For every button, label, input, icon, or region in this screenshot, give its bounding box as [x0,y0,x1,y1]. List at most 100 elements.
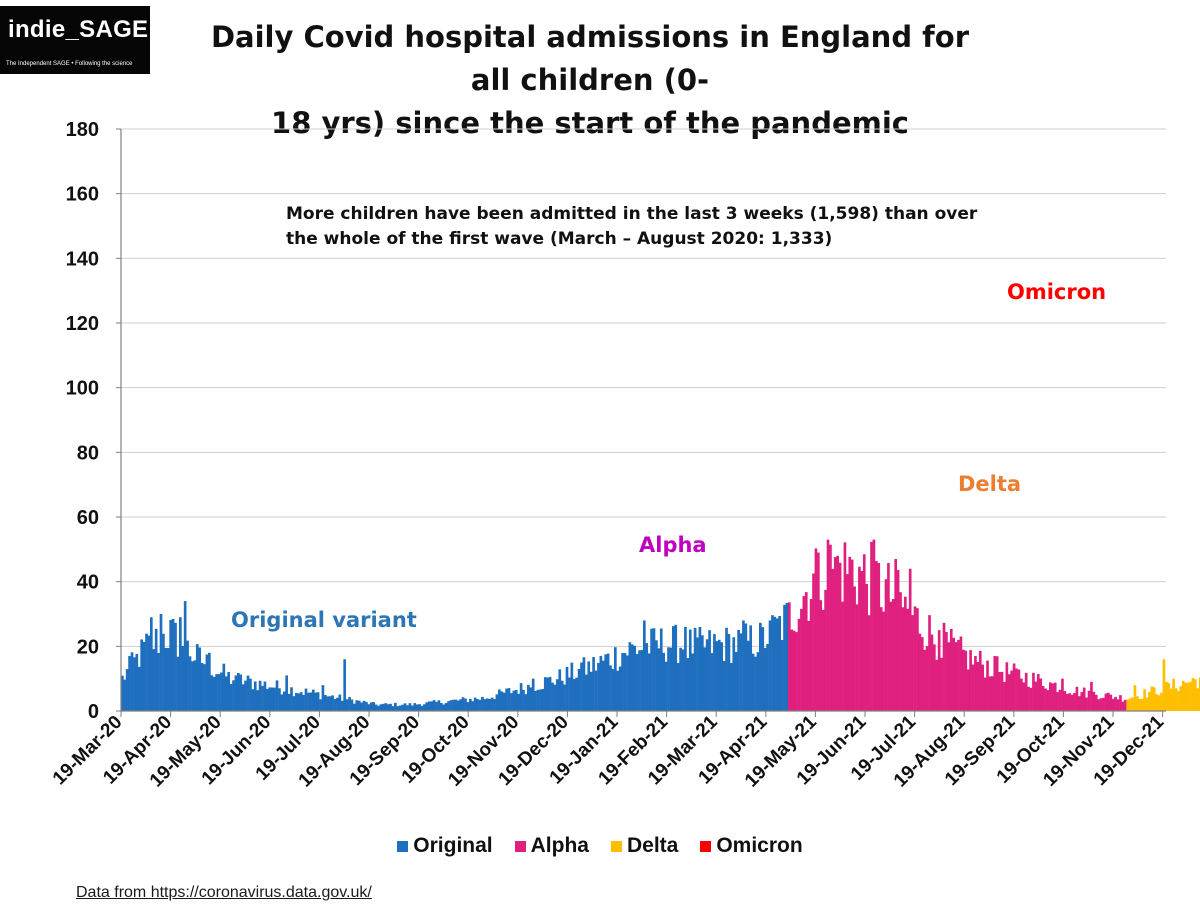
bar-original-day-17 [162,633,165,711]
bar-delta-day-422 [1140,698,1144,711]
legend-label-alpha: Alpha [530,834,589,857]
bar-original-day-120 [411,705,414,711]
bar-alpha-day-289 [819,600,823,711]
bar-original-day-117 [403,703,407,711]
bar-original-day-2 [125,669,129,711]
bar-original-day-74 [299,692,303,711]
bar-alpha-day-307 [862,554,866,711]
gridlines [121,128,1166,647]
bar-original-day-19 [166,648,170,711]
bar-alpha-day-319 [891,599,895,711]
bar-alpha-day-366 [1005,662,1009,711]
bar-original-day-43 [224,676,228,711]
bar-alpha-day-357 [983,677,987,711]
bar-original-day-24 [179,617,182,711]
bar-original-day-92 [343,659,347,711]
bar-original-day-215 [640,649,644,711]
bar-alpha-day-320 [894,559,898,711]
bar-original-day-259 [746,640,750,711]
bar-alpha-day-335 [930,634,934,711]
bar-alpha-day-280 [797,618,801,711]
bar-alpha-day-394 [1073,692,1076,711]
bar-original-day-188 [575,677,579,711]
bar-alpha-day-373 [1022,682,1026,711]
bar-original-day-222 [657,648,661,711]
bar-original-day-142 [464,698,467,711]
bar-original-day-206 [618,666,622,711]
bar-original-day-123 [418,704,421,711]
bar-original-day-221 [655,640,658,711]
bar-original-day-167 [524,694,528,711]
bar-alpha-day-400 [1087,690,1091,711]
bar-original-day-44 [227,672,230,711]
bar-alpha-day-311 [872,539,876,711]
bar-delta-day-442 [1189,681,1192,711]
bar-original-day-261 [751,653,755,711]
bar-original-day-200 [604,654,608,711]
y-tick-label-60: 60 [77,507,99,529]
bar-original-day-18 [164,647,168,711]
bar-original-day-5 [133,657,136,711]
bar-alpha-day-374 [1024,672,1028,711]
bar-original-day-126 [425,702,429,711]
bar-original-day-140 [459,699,463,711]
bar-alpha-day-382 [1044,688,1047,711]
bar-original-day-131 [437,700,441,711]
bar-original-day-125 [423,704,426,711]
bar-original-day-224 [662,652,666,711]
bar-original-day-133 [442,704,446,711]
bar-alpha-day-322 [899,592,902,711]
bar-original-day-115 [398,705,402,711]
bar-original-day-121 [413,703,417,711]
bar-original-day-268 [768,620,772,711]
bar-original-day-81 [316,692,320,711]
bar-alpha-day-323 [901,607,905,711]
bar-original-day-202 [609,665,612,711]
bar-alpha-day-378 [1034,681,1038,711]
axes [120,129,1166,712]
bar-delta-day-438 [1179,686,1183,711]
bar-alpha-day-368 [1010,670,1014,711]
bar-original-day-127 [427,701,431,711]
bar-original-day-266 [763,648,767,711]
bar-original-day-50 [241,684,245,711]
y-tick-label-120: 120 [66,313,99,335]
bar-original-day-236 [691,653,695,711]
bar-alpha-day-344 [952,637,956,711]
callout-line-1: More children have been admitted in the … [286,204,978,224]
legend-swatch-delta [610,840,622,852]
bar-original-day-66 [280,694,284,711]
bar-original-day-148 [478,699,482,711]
bar-alpha-day-370 [1015,668,1018,711]
bar-original-day-194 [589,671,593,711]
bar-original-day-249 [722,660,726,711]
bar-delta-day-420 [1136,696,1139,711]
bar-original-day-170 [531,678,535,711]
variant-label-delta: Delta [958,472,1021,496]
bar-alpha-day-399 [1085,697,1088,711]
bar-original-day-173 [539,689,542,711]
bar-original-day-36 [208,652,211,711]
bar-delta-day-439 [1181,680,1185,711]
bar-original-day-137 [452,699,455,711]
bar-original-day-144 [469,698,472,711]
bar-original-day-160 [507,688,511,711]
bar-original-day-85 [326,696,330,711]
bar-original-day-61 [268,687,272,711]
bar-delta-day-431 [1162,659,1166,711]
bar-original-day-256 [739,633,743,711]
bar-original-day-32 [198,647,201,711]
bar-original-day-112 [391,706,395,711]
bar-original-day-247 [717,639,721,711]
bar-alpha-day-301 [848,556,852,711]
bar-alpha-day-324 [904,596,907,711]
bar-original-day-79 [311,689,315,711]
bar-delta-day-435 [1172,678,1175,711]
bar-original-day-231 [679,647,682,711]
bar-alpha-day-411 [1114,696,1117,711]
bar-alpha-day-310 [870,541,873,711]
logo-tagline: The Independent SAGE • Following the sci… [6,61,133,67]
source-link[interactable]: https://coronavirus.data.gov.uk/ [150,884,372,901]
bar-original-day-263 [756,652,760,711]
bar-delta-day-433 [1167,683,1171,711]
